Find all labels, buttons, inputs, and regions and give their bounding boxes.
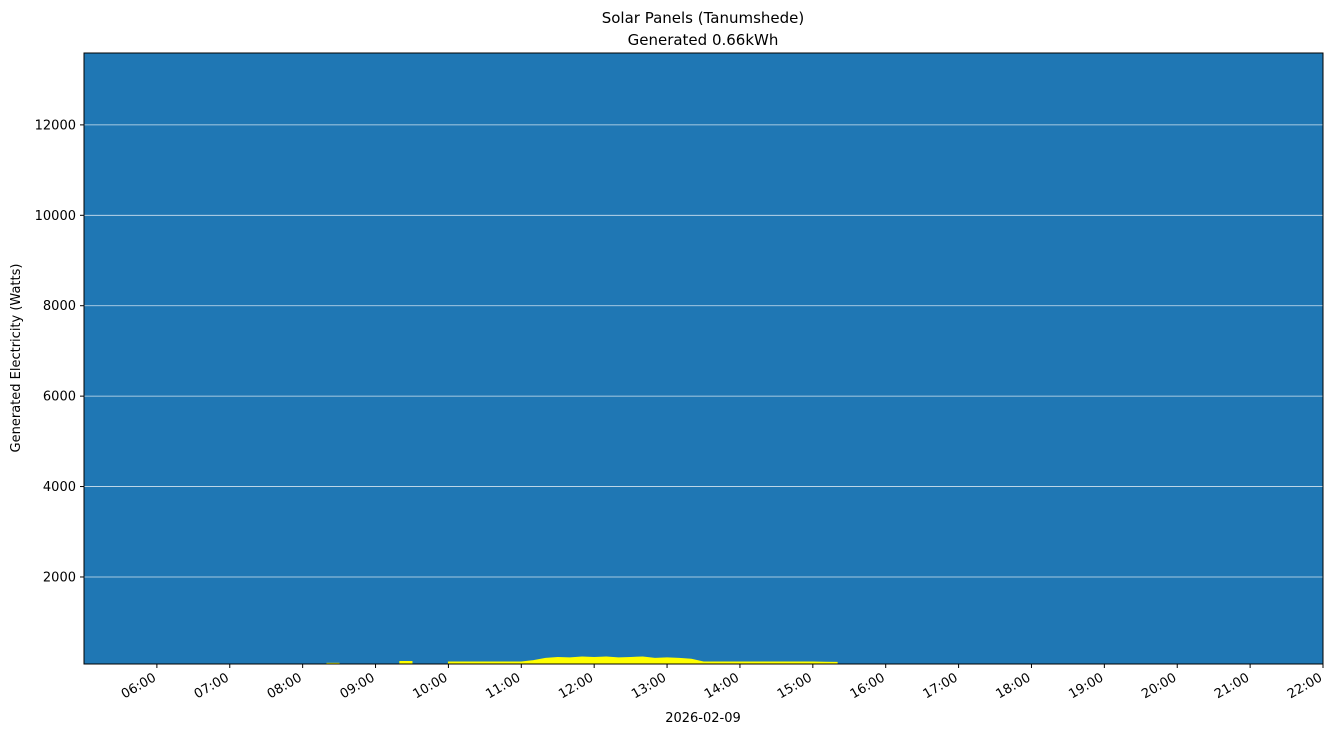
x-tick-label: 06:00 xyxy=(119,670,159,702)
x-tick-label: 21:00 xyxy=(1212,670,1252,702)
x-tick-label: 16:00 xyxy=(848,670,888,702)
x-tick-label: 15:00 xyxy=(775,670,815,702)
y-tick-label: 2000 xyxy=(43,570,76,585)
x-tick-label: 12:00 xyxy=(556,670,596,702)
area xyxy=(447,656,838,665)
x-axis-label: 2026-02-09 xyxy=(665,711,741,726)
x-tick-label: 17:00 xyxy=(921,670,961,702)
y-tick-label: 6000 xyxy=(43,390,76,405)
x-tick-label: 09:00 xyxy=(338,670,378,702)
y-tick-label: 10000 xyxy=(35,209,76,224)
x-tick-label: 10:00 xyxy=(410,670,450,702)
chart-subtitle: Generated 0.66kWh xyxy=(628,31,779,49)
y-tick-label: 4000 xyxy=(43,480,76,495)
x-tick-label: 14:00 xyxy=(702,670,742,702)
y-axis-label: Generated Electricity (Watts) xyxy=(9,264,24,453)
x-tick-label: 07:00 xyxy=(192,670,232,702)
y-tick-label: 8000 xyxy=(43,299,76,314)
x-tick-label: 20:00 xyxy=(1139,670,1179,702)
x-tick-label: 11:00 xyxy=(483,670,523,702)
y-tick-label: 12000 xyxy=(35,118,76,133)
x-tick-label: 08:00 xyxy=(265,670,305,702)
x-tick-label: 19:00 xyxy=(1066,670,1106,702)
plot-frame xyxy=(83,52,1324,665)
chart-title: Solar Panels (Tanumshede) xyxy=(602,9,805,27)
x-tick-label: 18:00 xyxy=(994,670,1034,702)
x-tick-label: 13:00 xyxy=(629,670,669,702)
plot-background xyxy=(84,53,1323,664)
x-tick-label: 22:00 xyxy=(1285,670,1325,702)
